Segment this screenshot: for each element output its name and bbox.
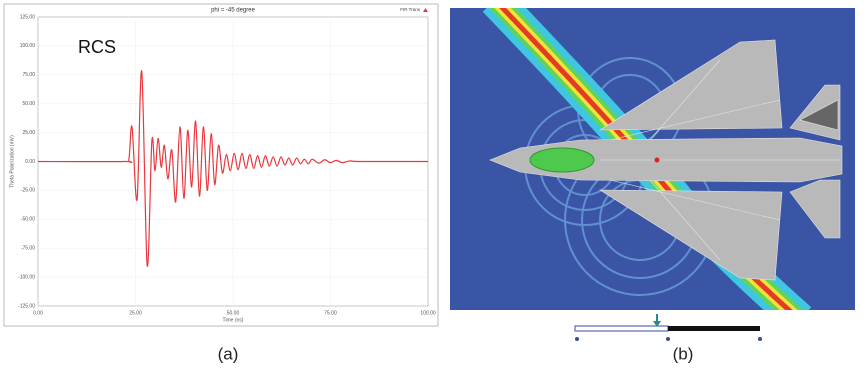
y-tick-label: 0.00 xyxy=(25,159,35,165)
y-tick-label: -125.00 xyxy=(18,303,35,309)
chart-title: phi = -45 degree xyxy=(211,8,256,14)
aircraft xyxy=(489,39,843,281)
legend-label: FIR Trans xyxy=(400,7,421,12)
y-tick-label: 25.00 xyxy=(22,130,35,136)
scale-bar xyxy=(574,314,762,341)
x-tick-label: 75.00 xyxy=(324,310,337,316)
probe-point xyxy=(654,157,660,163)
y-tick-label: 75.00 xyxy=(22,72,35,78)
y-tick-label: -75.00 xyxy=(21,246,35,252)
y-axis-label: Theta Polarization (mV) xyxy=(9,135,15,188)
panel-label: (b) xyxy=(673,344,694,363)
legend-marker xyxy=(423,8,428,12)
annotation: RCS xyxy=(78,37,116,57)
y-tick-label: 125.00 xyxy=(20,14,36,20)
chart: 125.00 100.00 75.00 50.00 25.00 0.00 -25.00 -50… xyxy=(9,7,436,323)
simulation-image xyxy=(450,8,855,310)
y-tick-label: -50.00 xyxy=(21,217,35,223)
y-tick-label: -100.00 xyxy=(18,274,35,280)
y-tick-label: 100.00 xyxy=(20,43,36,49)
x-tick-label: 0.00 xyxy=(33,310,43,316)
x-tick-label: 25.00 xyxy=(129,310,142,316)
y-tick-label: -25.00 xyxy=(21,188,35,194)
x-tick-label: 50.00 xyxy=(227,310,240,316)
x-axis-label: Time (ns) xyxy=(223,317,244,323)
x-tick-label: 100.00 xyxy=(420,310,436,316)
panel-label: (a) xyxy=(218,344,239,363)
canopy xyxy=(529,147,595,173)
series-line xyxy=(37,70,429,267)
y-tick-label: 50.00 xyxy=(22,101,35,107)
